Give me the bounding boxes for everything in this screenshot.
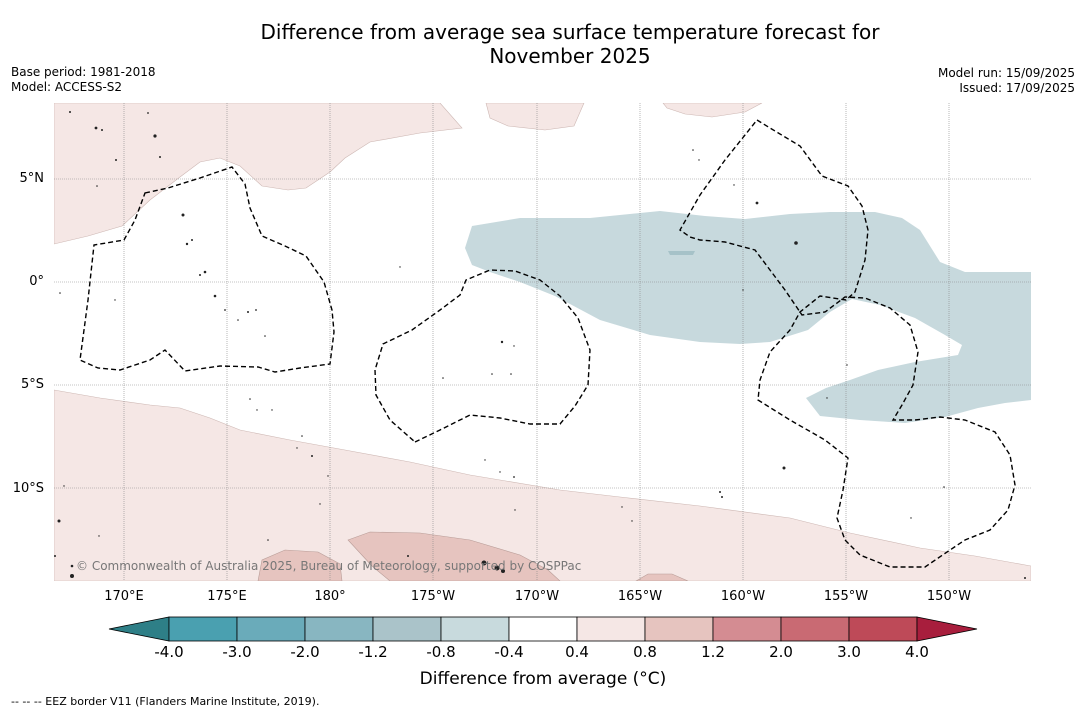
colorbar-tick: 4.0 bbox=[892, 643, 942, 661]
colorbar-cell-3 bbox=[373, 617, 441, 641]
colorbar-cell-7 bbox=[645, 617, 713, 641]
colorbar-tick: 2.0 bbox=[756, 643, 806, 661]
colorbar-cell-1 bbox=[237, 617, 305, 641]
eez-footnote: -- -- -- EEZ border V11 (Flanders Marine… bbox=[11, 695, 319, 708]
colorbar-cell-5 bbox=[509, 617, 577, 641]
colorbar-cell-6 bbox=[577, 617, 645, 641]
colorbar-tick: 0.8 bbox=[620, 643, 670, 661]
colorbar-cell-2 bbox=[305, 617, 373, 641]
colorbar-tick: -0.4 bbox=[484, 643, 534, 661]
colorbar-cell-0 bbox=[169, 617, 237, 641]
colorbar-tick: 0.4 bbox=[552, 643, 602, 661]
colorbar-cell-8 bbox=[713, 617, 781, 641]
colorbar-cell-10 bbox=[849, 617, 917, 641]
colorbar-label: Difference from average (°C) bbox=[300, 669, 786, 689]
colorbar-tick: -1.2 bbox=[348, 643, 398, 661]
colorbar-tick: 3.0 bbox=[824, 643, 874, 661]
colorbar-tick: -2.0 bbox=[280, 643, 330, 661]
colorbar-cell-extend-high bbox=[917, 617, 977, 641]
colorbar bbox=[0, 0, 1085, 713]
colorbar-tick: -4.0 bbox=[144, 643, 194, 661]
colorbar-cell-4 bbox=[441, 617, 509, 641]
colorbar-tick: -0.8 bbox=[416, 643, 466, 661]
colorbar-cell-9 bbox=[781, 617, 849, 641]
colorbar-cell-extend-low bbox=[109, 617, 169, 641]
colorbar-tick: 1.2 bbox=[688, 643, 738, 661]
colorbar-tick: -3.0 bbox=[212, 643, 262, 661]
